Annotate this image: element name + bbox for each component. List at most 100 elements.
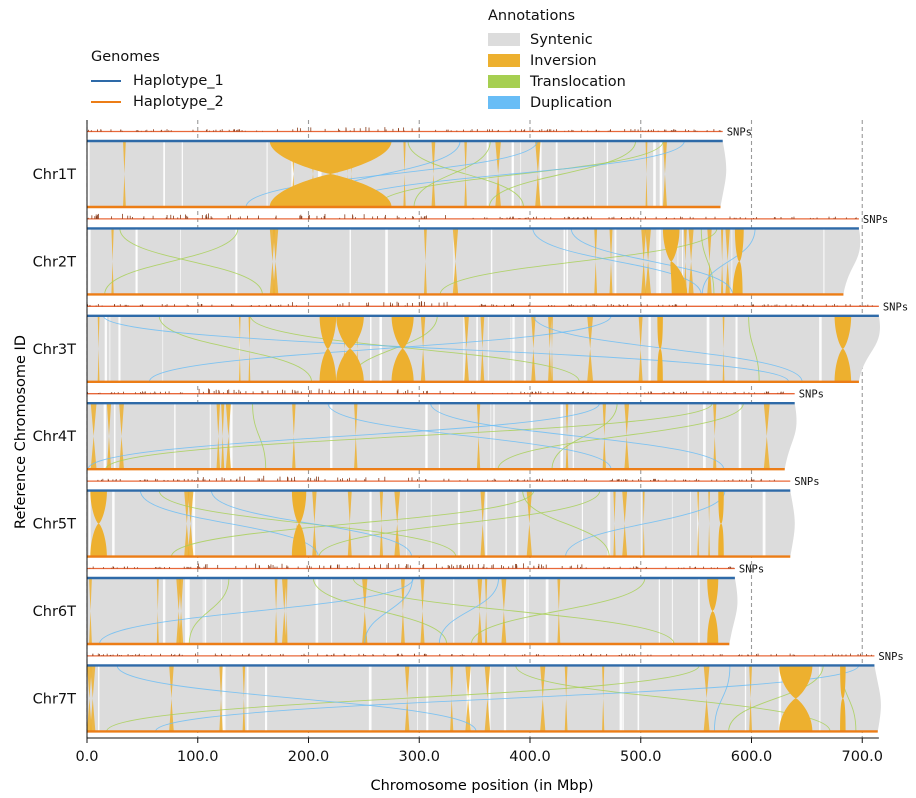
snp-bar: [337, 477, 339, 482]
snp-bar: [383, 653, 385, 656]
snp-bar: [156, 567, 158, 569]
chromosome-chr3t: SNPs Chr3T: [33, 301, 908, 383]
snp-bar: [481, 304, 483, 307]
snp-track: SNPs: [87, 651, 904, 663]
snp-bar: [408, 477, 410, 482]
snp-bar: [227, 390, 228, 394]
snp-bar: [218, 389, 220, 394]
syntenic-gap: [187, 578, 190, 644]
snp-bar: [119, 304, 121, 307]
snp-bar: [572, 305, 574, 307]
snp-bar: [527, 392, 529, 394]
snp-bar: [720, 130, 722, 132]
snp-bar: [304, 654, 306, 656]
snp-bar: [860, 653, 861, 656]
snp-bar: [527, 479, 529, 482]
snp-bar: [711, 479, 713, 482]
snp-bar: [793, 216, 795, 219]
snp-bar: [396, 653, 398, 656]
snp-bar: [626, 218, 628, 219]
syntenic-gap: [162, 315, 164, 382]
snp-bar: [394, 564, 396, 569]
snp-bar: [179, 392, 181, 394]
snp-bar: [267, 390, 269, 394]
duplication-link: [364, 577, 413, 645]
duplication-link: [438, 577, 500, 645]
snp-bar: [348, 302, 350, 307]
snp-bar: [404, 305, 406, 307]
inversion-region: [718, 490, 724, 557]
snp-bar: [173, 655, 175, 656]
snp-bar: [294, 476, 295, 482]
snp-bar: [506, 217, 508, 219]
syntenic-gap: [230, 403, 233, 470]
snp-bar: [250, 305, 252, 307]
syntenic-gap: [687, 403, 689, 470]
snp-bar: [590, 305, 592, 307]
snp-bar: [292, 302, 293, 307]
syntenic-gap: [222, 665, 225, 732]
syntenic-gap: [778, 665, 782, 732]
snp-bar: [541, 564, 542, 569]
snp-bar: [368, 127, 370, 132]
snp-bar: [647, 391, 649, 394]
syntenic-gap: [819, 315, 822, 382]
small-inversion: [713, 403, 717, 470]
snp-bar: [564, 217, 566, 219]
legend-label: Syntenic: [530, 31, 593, 48]
small-inversion: [565, 403, 569, 470]
snp-bar: [214, 653, 216, 656]
snp-bar: [504, 304, 505, 307]
translocation-link: [748, 315, 760, 382]
syntenic-gap: [738, 403, 742, 470]
snp-bar: [101, 479, 102, 482]
duplication-link: [701, 228, 756, 295]
snp-bar: [568, 392, 570, 394]
small-inversion: [683, 228, 687, 295]
snp-bar: [420, 216, 422, 219]
snp-bar: [487, 479, 489, 482]
snp-bar: [287, 477, 289, 482]
snp-bar: [702, 391, 704, 394]
snp-bar: [407, 389, 409, 394]
snp-bar: [691, 653, 693, 656]
snp-bar: [571, 129, 573, 132]
snp-bar: [551, 305, 553, 307]
snp-bar: [516, 479, 518, 482]
snp-bar: [262, 130, 263, 132]
syntenic-gap: [486, 141, 489, 207]
snp-bar: [309, 565, 310, 569]
chromosome-label: Chr4T: [33, 429, 77, 445]
snp-bar: [653, 129, 654, 132]
snp-bar: [239, 216, 241, 219]
snp-bar: [137, 567, 138, 569]
snp-bar: [792, 654, 794, 656]
snp-bar: [403, 127, 405, 132]
snp-bar: [363, 655, 365, 656]
genomes-legend: Genomes Haplotype_1 Haplotype_2: [91, 49, 224, 112]
snp-bar: [767, 304, 769, 307]
syntenic-gap: [425, 403, 427, 470]
snp-bar: [460, 564, 462, 569]
snp-bar: [515, 563, 516, 569]
snp-bar: [527, 217, 529, 219]
snp-bar: [789, 653, 791, 656]
snp-bar: [712, 654, 714, 656]
snp-bar: [653, 478, 654, 482]
syntenic-gap: [545, 578, 549, 644]
snp-bar: [595, 305, 597, 307]
small-inversion: [622, 490, 628, 557]
snp-bar: [438, 302, 440, 307]
snp-bar: [590, 392, 592, 394]
snp-bar: [747, 654, 749, 656]
syntenic-gap: [690, 490, 692, 557]
syntenic-gap: [563, 228, 566, 295]
snp-bar: [587, 217, 589, 219]
snp-bar: [174, 654, 176, 656]
snp-bar: [467, 565, 468, 569]
snp-bar: [626, 479, 628, 482]
snp-bar: [625, 479, 626, 482]
snp-bar: [521, 654, 523, 656]
snp-bar: [261, 654, 263, 656]
syntenic-gap: [104, 315, 107, 382]
